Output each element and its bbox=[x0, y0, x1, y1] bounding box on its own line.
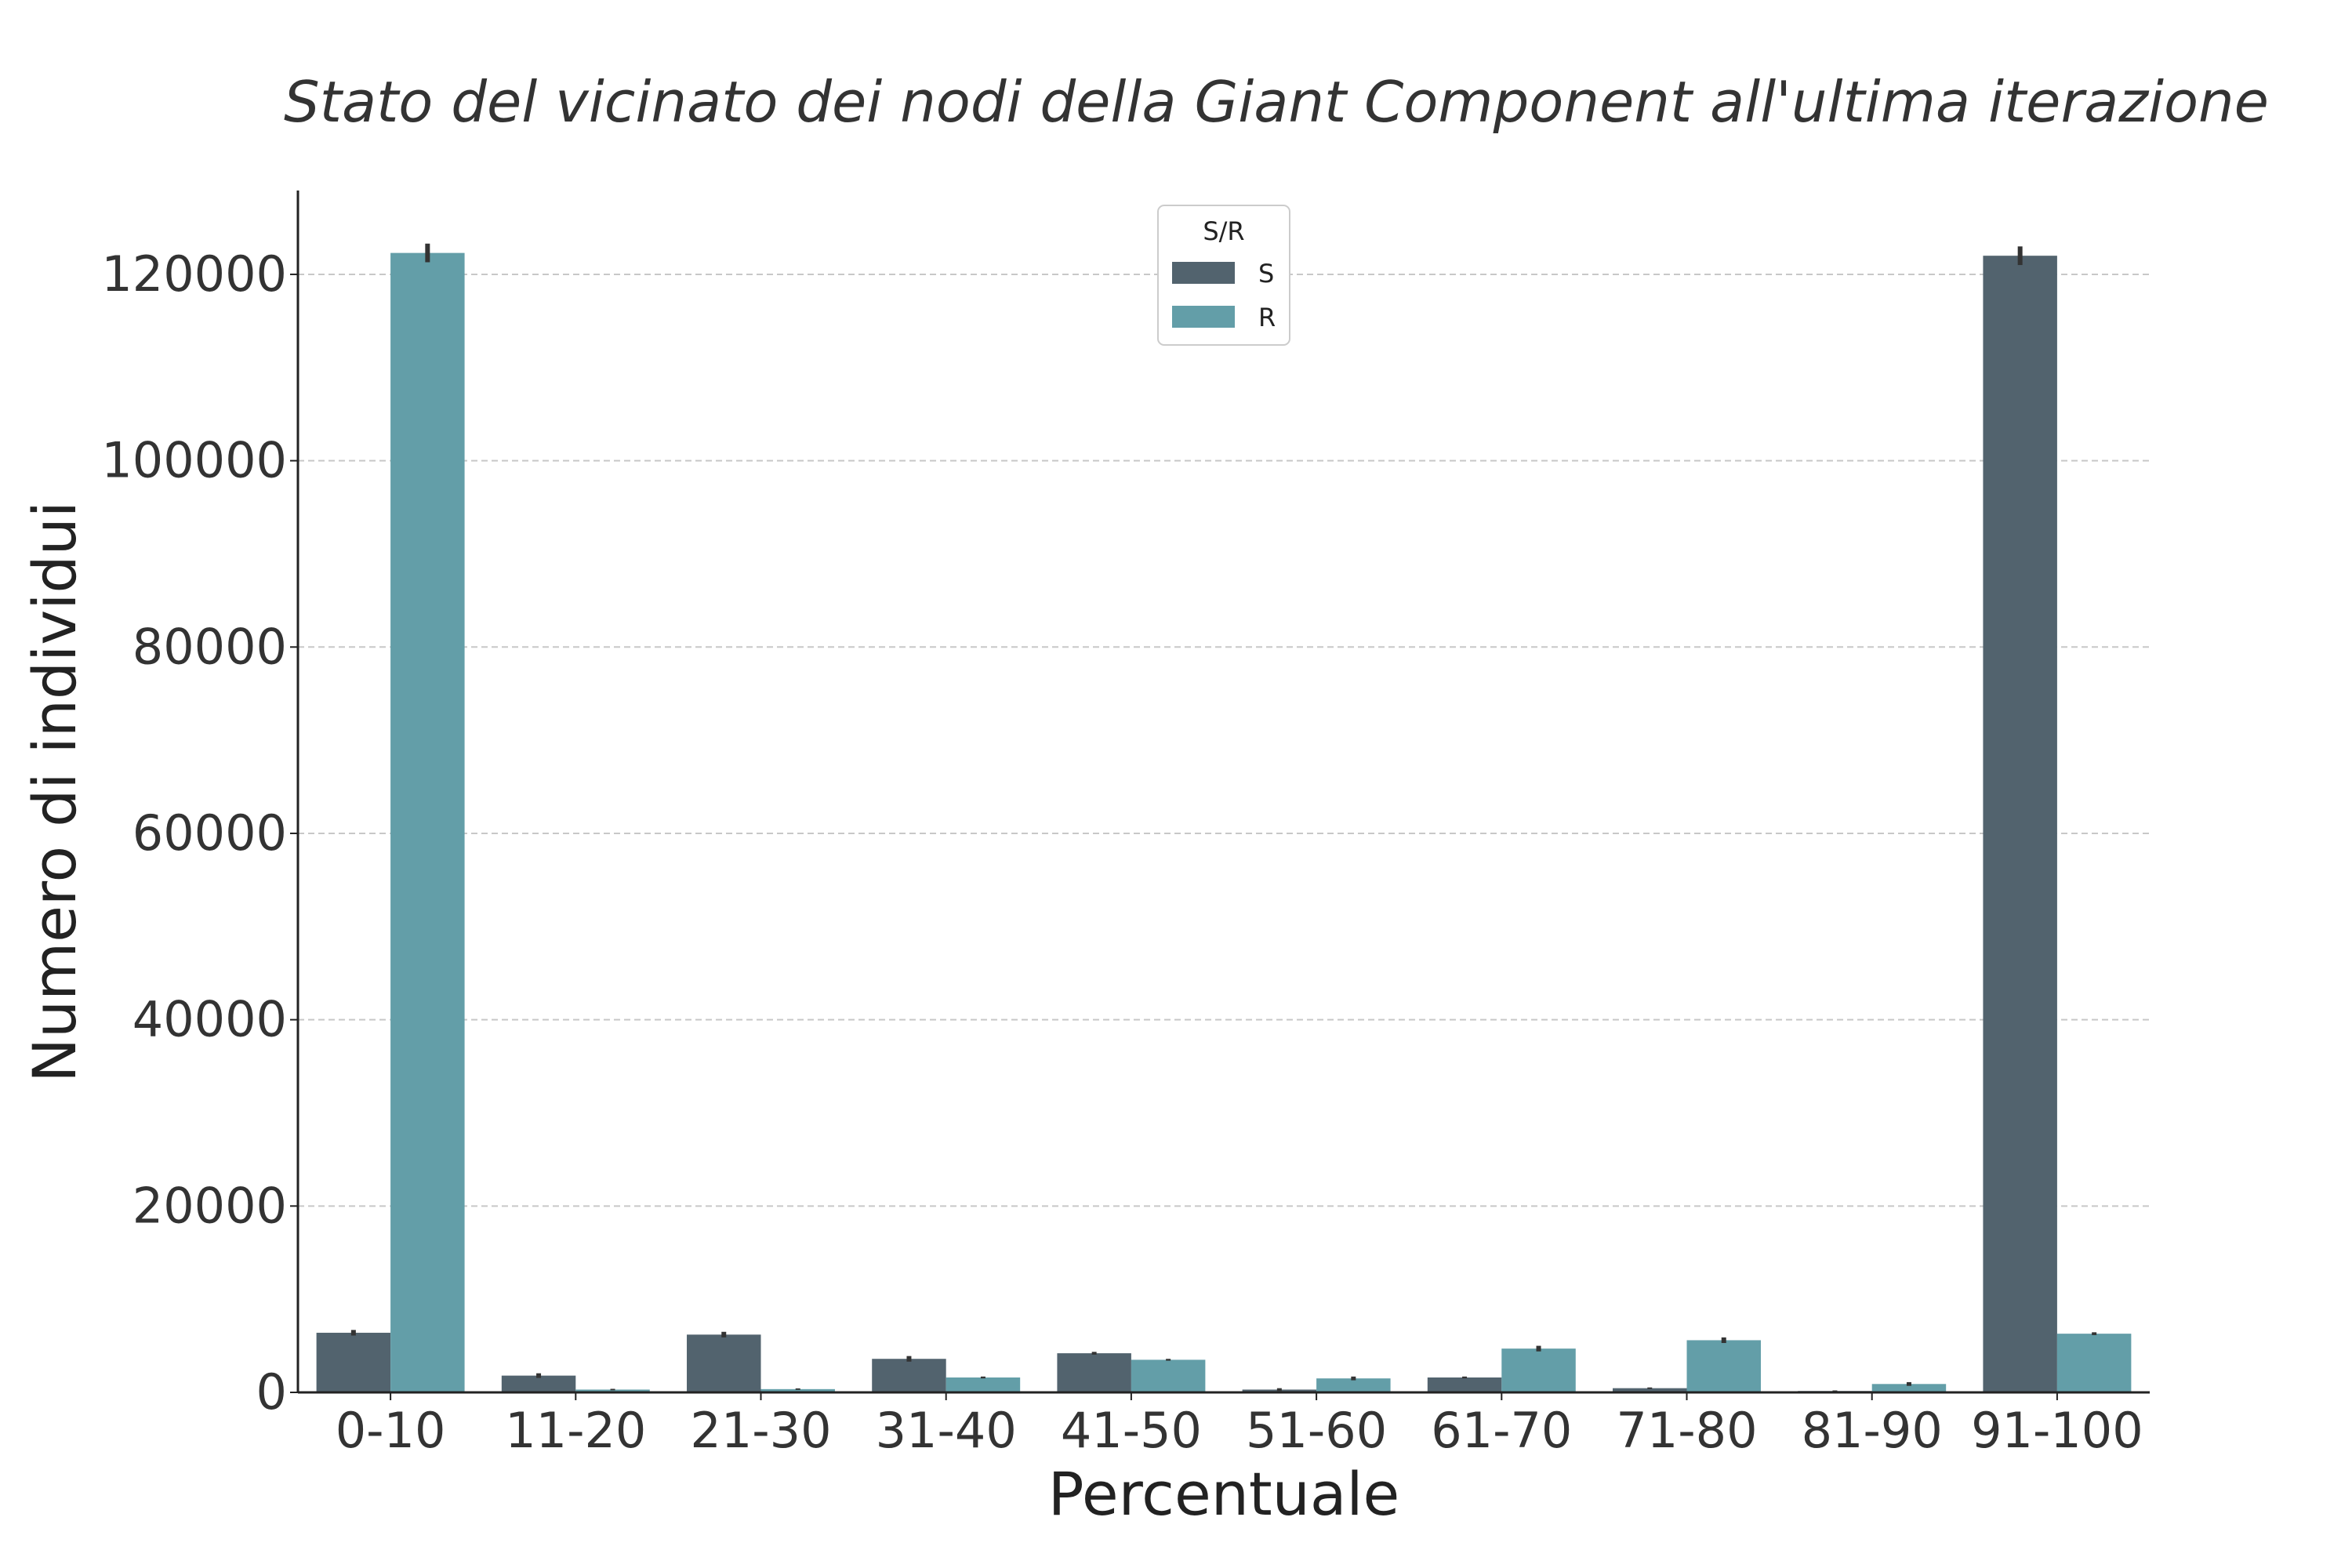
bar-R-0-10 bbox=[390, 252, 465, 1392]
y-tick-label: 80000 bbox=[132, 618, 287, 675]
error-bars bbox=[350, 243, 2097, 1392]
y-tick-label: 40000 bbox=[132, 991, 287, 1048]
y-axis-label: Numero di individui bbox=[20, 501, 89, 1083]
y-tick-label: 0 bbox=[256, 1363, 287, 1421]
legend-label-R: R bbox=[1258, 303, 1276, 332]
bar-R-41-50 bbox=[1131, 1359, 1206, 1392]
x-tick-label: 91-100 bbox=[1971, 1402, 2143, 1459]
bars bbox=[316, 252, 2132, 1392]
bar-R-51-60 bbox=[1316, 1378, 1391, 1392]
bar-S-21-30 bbox=[687, 1334, 761, 1392]
bar-S-91-100 bbox=[1983, 256, 2057, 1392]
x-tick-label: 21-30 bbox=[690, 1402, 831, 1459]
bar-R-91-100 bbox=[2056, 1334, 2132, 1392]
x-tick-label: 11-20 bbox=[505, 1402, 646, 1459]
bar-R-21-30 bbox=[760, 1388, 835, 1392]
legend-swatch-S bbox=[1172, 262, 1235, 284]
bar-S-11-20 bbox=[501, 1375, 576, 1392]
bar-S-51-60 bbox=[1242, 1389, 1317, 1392]
bar-S-31-40 bbox=[872, 1359, 946, 1392]
y-tick-label: 20000 bbox=[132, 1177, 287, 1234]
y-tick-label: 60000 bbox=[132, 804, 287, 862]
bar-R-31-40 bbox=[946, 1377, 1021, 1392]
chart-title: Stato del vicinato dei nodi della Giant … bbox=[284, 69, 2269, 135]
y-tick-label: 100000 bbox=[101, 432, 287, 489]
bar-R-81-90 bbox=[1871, 1384, 1947, 1392]
x-tick-label: 71-80 bbox=[1616, 1402, 1757, 1459]
x-tick-label: 0-10 bbox=[336, 1402, 446, 1459]
bar-S-71-80 bbox=[1613, 1388, 1687, 1392]
bar-R-61-70 bbox=[1501, 1348, 1576, 1392]
x-tick-label: 31-40 bbox=[876, 1402, 1017, 1459]
legend: S/R SR bbox=[1157, 205, 1290, 346]
legend-swatch-R bbox=[1172, 306, 1235, 328]
x-axis-label: Percentuale bbox=[1048, 1459, 1400, 1529]
legend-label-S: S bbox=[1258, 259, 1274, 289]
bar-S-0-10 bbox=[316, 1332, 391, 1392]
x-tick-label: 61-70 bbox=[1431, 1402, 1572, 1459]
bar-R-11-20 bbox=[575, 1389, 650, 1392]
y-axis-ticks: 0 20000 40000 60000 80000 100000 120000 bbox=[101, 245, 298, 1421]
bar-S-41-50 bbox=[1057, 1353, 1131, 1392]
legend-title: S/R bbox=[1203, 216, 1244, 246]
bar-R-71-80 bbox=[1686, 1340, 1761, 1392]
x-tick-label: 51-60 bbox=[1246, 1402, 1387, 1459]
x-tick-label: 41-50 bbox=[1061, 1402, 1202, 1459]
y-tick-label: 120000 bbox=[101, 245, 287, 303]
bar-S-61-70 bbox=[1427, 1377, 1502, 1392]
x-tick-label: 81-90 bbox=[1802, 1402, 1943, 1459]
x-axis-ticks: 0-10 11-20 21-30 31-40 41-50 51-60 61-70 71-80 8… bbox=[336, 1392, 2143, 1459]
gridlines bbox=[298, 273, 2150, 1207]
